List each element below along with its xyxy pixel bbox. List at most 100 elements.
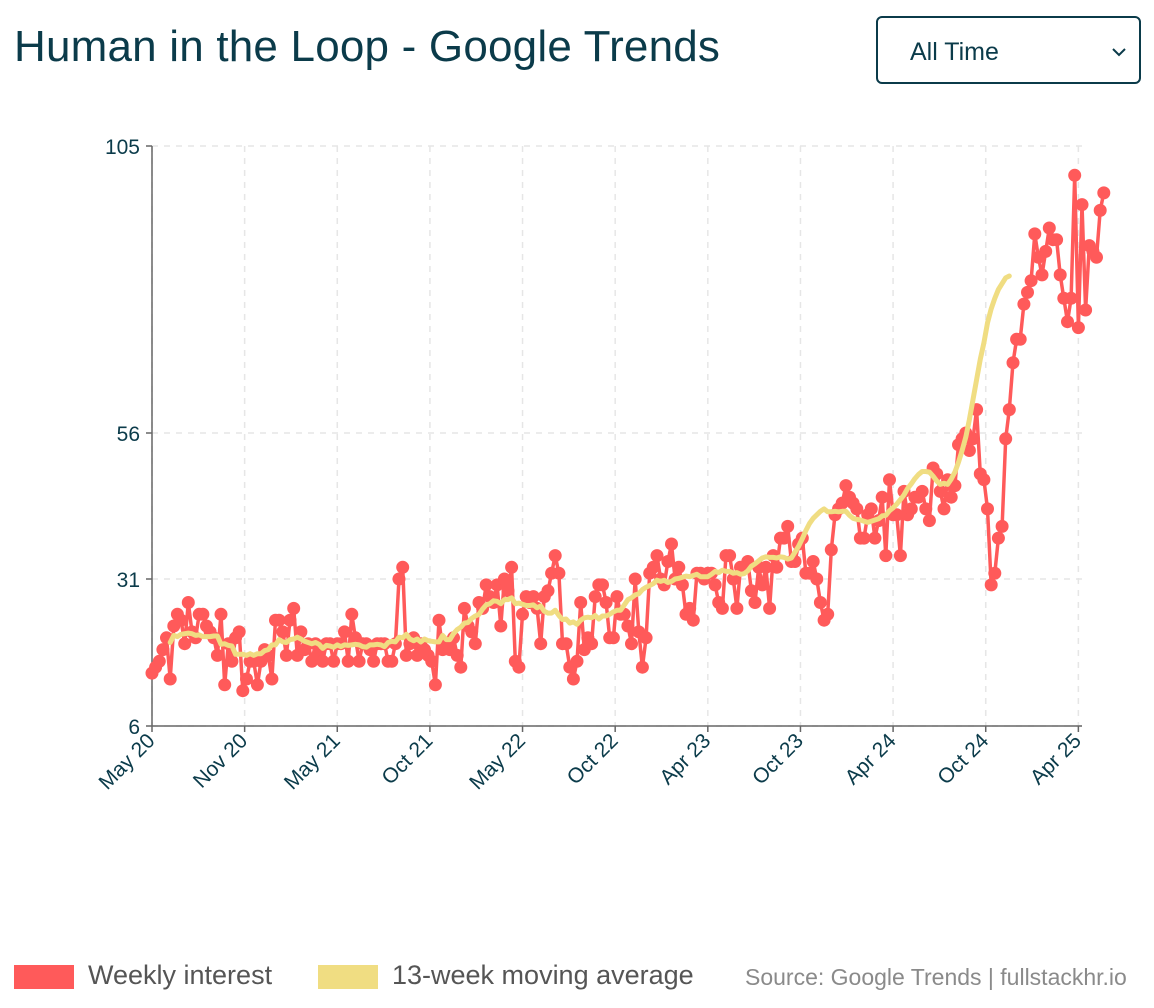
weekly-interest-point — [465, 625, 479, 639]
x-tick-label: Oct 23 — [748, 729, 808, 789]
weekly-interest-point — [621, 619, 635, 633]
weekly-interest-point — [588, 590, 602, 604]
y-tick-label: 105 — [105, 136, 140, 159]
weekly-interest-point — [174, 613, 188, 627]
weekly-interest-point — [850, 502, 864, 516]
weekly-interest-point — [981, 502, 994, 516]
weekly-interest-point — [345, 607, 359, 621]
weekly-interest-point — [232, 625, 246, 639]
weekly-interest-point — [821, 607, 835, 621]
weekly-interest-point — [432, 613, 446, 627]
weekly-interest-point — [759, 560, 773, 574]
weekly-interest-point — [152, 654, 166, 668]
weekly-interest-point — [399, 648, 413, 662]
weekly-interest-point — [1028, 227, 1042, 241]
weekly-interest-point — [457, 601, 471, 615]
weekly-interest-point — [512, 660, 526, 674]
weekly-interest-point — [596, 578, 609, 592]
weekly-interest-point — [748, 596, 762, 609]
weekly-interest-point — [628, 572, 642, 586]
weekly-interest-point — [250, 678, 264, 692]
weekly-interest-point — [999, 432, 1013, 446]
weekly-interest-point — [341, 654, 355, 668]
x-tick-label: Apr 23 — [655, 729, 715, 789]
weekly-interest-point — [599, 596, 613, 609]
weekly-interest-point — [548, 549, 562, 563]
weekly-interest-point — [1075, 198, 1089, 212]
weekly-interest-point — [922, 514, 936, 528]
weekly-interest-point — [494, 619, 508, 633]
weekly-interest-point — [686, 613, 700, 627]
weekly-interest-point — [385, 654, 399, 668]
weekly-interest-point — [944, 490, 958, 504]
weekly-interest-point — [225, 654, 239, 668]
weekly-interest-point — [1035, 268, 1049, 282]
weekly-interest-point — [468, 637, 482, 651]
weekly-interest-point — [236, 684, 250, 698]
weekly-interest-point — [559, 637, 573, 651]
weekly-interest-point — [937, 502, 951, 516]
legend-label-moving-average: 13-week moving average — [392, 960, 694, 990]
weekly-interest-point — [672, 560, 686, 574]
y-tick-label: 6 — [128, 716, 140, 739]
weekly-interest-point — [708, 578, 722, 592]
weekly-interest-point — [240, 672, 253, 686]
x-tick-label: Oct 22 — [563, 729, 623, 789]
weekly-interest-point — [1064, 291, 1078, 305]
weekly-interest-point — [864, 502, 878, 516]
weekly-interest-point — [552, 566, 566, 580]
x-tick-label: Oct 21 — [377, 729, 437, 789]
x-tick-label: Oct 24 — [933, 729, 993, 789]
weekly-interest-point — [428, 678, 442, 692]
weekly-interest-point — [868, 531, 882, 545]
weekly-interest-point — [516, 607, 529, 621]
weekly-interest-point — [977, 473, 991, 487]
weekly-interest-point — [839, 479, 853, 493]
weekly-interest-point — [646, 560, 660, 574]
weekly-interest-point — [566, 672, 580, 686]
legend-label-weekly: Weekly interest — [88, 960, 273, 990]
weekly-interest-point — [287, 601, 301, 615]
weekly-interest-point — [534, 637, 548, 651]
weekly-interest-point — [726, 572, 740, 586]
x-tick-label: May 21 — [280, 729, 345, 794]
weekly-interest-point — [810, 572, 824, 586]
weekly-interest-point — [1021, 285, 1034, 299]
weekly-interest-point — [1090, 250, 1103, 264]
weekly-interest-point — [988, 566, 1002, 580]
weekly-interest-point — [857, 531, 871, 545]
weekly-interest-point — [781, 519, 795, 533]
weekly-interest-point — [392, 572, 406, 586]
weekly-interest-point — [755, 578, 769, 592]
weekly-interest-point — [479, 578, 493, 592]
weekly-interest-point — [218, 678, 232, 692]
weekly-interest-point — [890, 508, 904, 522]
weekly-interest-point — [541, 584, 555, 598]
weekly-interest-point — [1002, 403, 1016, 417]
weekly-interest-point — [1097, 186, 1111, 200]
weekly-interest-point — [806, 555, 820, 568]
weekly-interest-point — [875, 490, 889, 504]
weekly-interest-point — [450, 648, 464, 662]
weekly-interest-point — [665, 537, 678, 551]
weekly-interest-point — [338, 625, 351, 639]
weekly-interest-point — [715, 601, 729, 615]
weekly-interest-point — [1079, 303, 1093, 317]
weekly-interest-point — [730, 601, 744, 615]
weekly-interest-point — [396, 560, 410, 574]
weekly-interest-point — [915, 484, 929, 498]
weekly-interest-point — [966, 432, 980, 446]
weekly-interest-point — [279, 648, 293, 662]
weekly-interest-point — [824, 543, 838, 557]
weekly-interest-point — [497, 572, 511, 586]
weekly-interest-point — [276, 625, 290, 639]
legend-swatch-moving-average — [318, 965, 378, 989]
chart-grid — [151, 145, 1082, 727]
weekly-interest-point — [893, 549, 907, 563]
weekly-interest-point — [526, 590, 540, 604]
x-tick-label: Nov 20 — [189, 729, 252, 792]
weekly-interest-point — [962, 444, 976, 457]
weekly-interest-point — [675, 578, 689, 592]
time-range-select[interactable]: All Time — [876, 16, 1141, 84]
weekly-interest-point — [883, 473, 896, 487]
